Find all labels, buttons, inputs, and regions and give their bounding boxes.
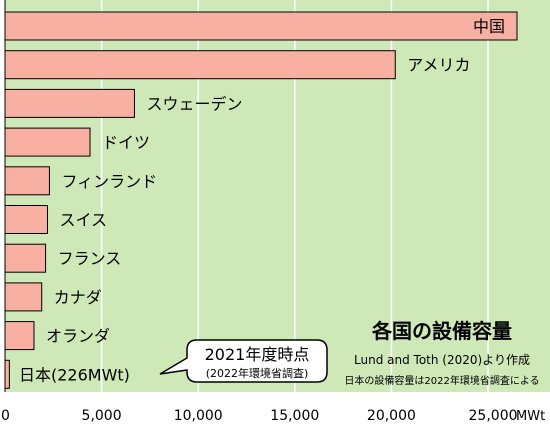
bar <box>4 205 49 234</box>
source-line-1: Lund and Toth (2020)より作成 <box>354 353 530 367</box>
bar <box>4 321 35 351</box>
x-axis-ticks: 0 5,000 10,000 15,000 20,000 25,000 <box>1 408 518 424</box>
category-labels: 中国アメリカスウェーデンドイツフィンランドスイスフランスカナダオランダ日本(22… <box>19 17 505 384</box>
bar <box>4 88 135 118</box>
bar-label: オランダ <box>46 327 110 346</box>
callout-box <box>159 339 328 383</box>
bar-label: 中国 <box>473 17 505 36</box>
bar-label: アメリカ <box>407 56 470 75</box>
x-tick-label: 20,000 <box>367 408 416 424</box>
source-line-2: 日本の設備容量は2022年環境省調査による <box>344 374 539 387</box>
bar-label: カナダ <box>54 288 102 307</box>
bar <box>4 243 47 273</box>
callout: 2021年度時点 (2022年環境省調査) <box>159 339 328 383</box>
bar <box>4 127 91 157</box>
bar-label: スウェーデン <box>146 94 242 113</box>
bar-label: スイス <box>60 211 108 230</box>
bar <box>4 50 396 80</box>
x-tick-label: 25,000 <box>469 408 518 424</box>
x-tick-label: 10,000 <box>174 408 223 424</box>
bar <box>4 166 50 196</box>
bar-label: 日本(226MWt) <box>19 365 130 384</box>
bar <box>4 359 10 389</box>
bar-label: フランス <box>58 249 122 268</box>
x-tick-label: 5,000 <box>82 408 122 424</box>
chart-title: 各国の設備容量 <box>371 319 512 343</box>
x-axis-unit: MWt <box>516 409 545 424</box>
callout-title: 2021年度時点 <box>205 345 310 364</box>
bar-label: フィンランド <box>61 172 157 191</box>
bar <box>4 282 43 312</box>
x-tick-label: 0 <box>1 408 10 424</box>
bar-label: ドイツ <box>102 133 150 152</box>
callout-subtitle: (2022年環境省調査) <box>206 366 309 380</box>
bar <box>4 11 518 41</box>
x-tick-label: 15,000 <box>270 408 319 424</box>
